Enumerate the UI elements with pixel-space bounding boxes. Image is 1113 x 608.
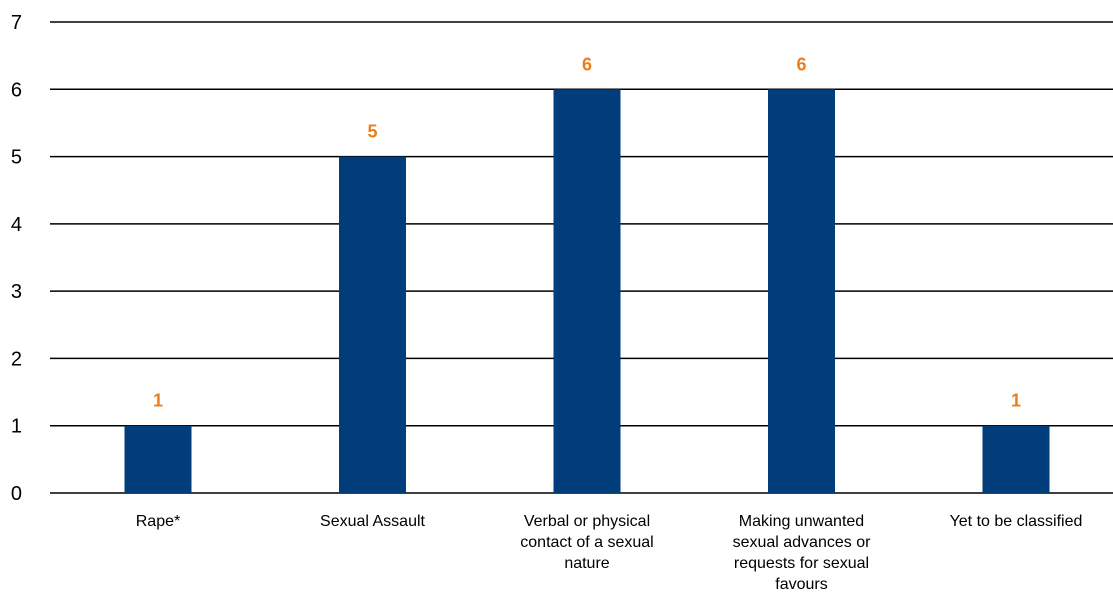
y-tick-label: 5 [11, 147, 22, 169]
bar [982, 425, 1050, 493]
y-tick-label: 4 [11, 214, 22, 236]
x-tick-label-line: sexual advances or [733, 534, 872, 551]
x-tick-label-line: Sexual Assault [320, 513, 426, 530]
x-tick-label-line: nature [564, 555, 609, 572]
data-label: 5 [367, 122, 377, 142]
y-tick-label: 6 [11, 79, 22, 101]
bars [124, 89, 1050, 494]
data-label: 6 [796, 54, 806, 74]
bar [339, 156, 406, 494]
bar [768, 89, 835, 494]
x-tick-label: Making unwanted sexual advances or request… [733, 513, 872, 593]
x-tick-label: Verbal or physical contact of a sexual nat… [520, 513, 653, 572]
x-tick-label-line: Rape* [136, 513, 180, 530]
x-tick-label-line: Making unwanted [739, 513, 864, 530]
bar [553, 89, 621, 494]
y-tick-label: 2 [11, 348, 22, 370]
y-axis: 0 1 2 3 4 5 6 7 [11, 12, 22, 505]
x-tick-label-line: contact of a sexual [520, 534, 653, 551]
y-tick-label: 3 [11, 281, 22, 303]
x-axis: Rape* Sexual Assault Verbal or physical con… [136, 513, 1083, 593]
y-tick-label: 1 [11, 416, 22, 438]
data-label: 1 [153, 391, 163, 411]
y-tick-label: 0 [11, 483, 22, 505]
data-labels: 1 5 6 6 1 [153, 54, 1021, 410]
x-tick-label-line: Verbal or physical [524, 513, 650, 530]
x-tick-label-line: favours [775, 576, 827, 593]
y-tick-label: 7 [11, 12, 22, 34]
x-tick-label: Sexual Assault [320, 513, 426, 530]
x-tick-label: Rape* [136, 513, 180, 530]
data-label: 1 [1011, 391, 1021, 411]
data-label: 6 [582, 54, 592, 74]
x-tick-label-line: Yet to be classified [950, 513, 1083, 530]
x-tick-label: Yet to be classified [950, 513, 1083, 530]
x-tick-label-line: requests for sexual [734, 555, 869, 572]
bar [124, 425, 192, 493]
